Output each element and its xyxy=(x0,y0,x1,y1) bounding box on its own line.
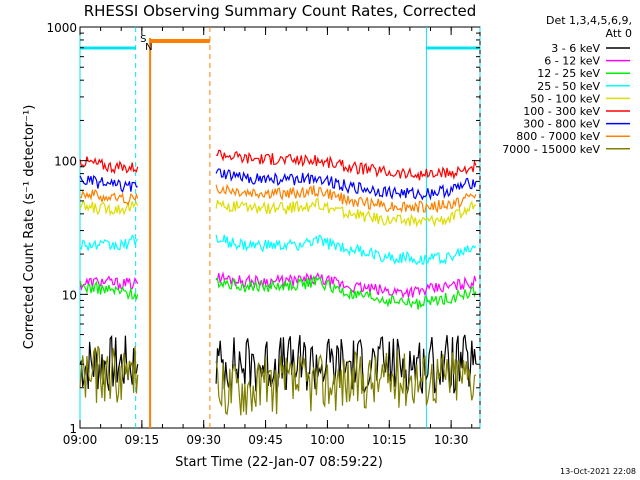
series-line xyxy=(79,280,139,301)
timestamp-label: 13-Oct-2021 22:08 xyxy=(560,467,636,476)
series-line xyxy=(215,234,477,266)
series-line xyxy=(215,183,477,214)
x-axis-label: Start Time (22-Jan-07 08:59:22) xyxy=(175,455,383,470)
legend-header: Det 1,3,4,5,6,9, xyxy=(546,14,632,27)
legend-entry-label: 25 - 50 keV xyxy=(537,80,600,93)
legend-entry-label: 800 - 7000 keV xyxy=(516,130,600,143)
series-line xyxy=(79,334,139,391)
series-line xyxy=(79,234,139,251)
flag-layer: SN xyxy=(79,27,481,428)
series-line xyxy=(215,197,477,228)
series-line xyxy=(79,345,139,403)
series-line xyxy=(79,174,138,193)
x-tick-label: 10:30 xyxy=(434,433,469,447)
series-line xyxy=(216,149,477,181)
legend-entry-label: 12 - 25 keV xyxy=(537,67,600,80)
axis-layer: 09:00 09:15 09:30 09:45 10:00 10:15 10:30 1 10 10… xyxy=(46,21,480,447)
legend-entry-label: 7000 - 15000 keV xyxy=(502,143,600,156)
series-line xyxy=(79,188,139,206)
y-tick-label: 1000 xyxy=(46,21,77,35)
y-tick-label: 10 xyxy=(62,288,77,302)
legend-entry-label: 300 - 800 keV xyxy=(523,118,600,131)
x-tick-label: 09:45 xyxy=(248,433,283,447)
series-line xyxy=(215,168,477,201)
y-axis-label: Corrected Count Rate (s⁻¹ detector⁻¹) xyxy=(22,105,37,350)
y-tick-label: 100 xyxy=(54,155,77,169)
legend-entry-label: 100 - 300 keV xyxy=(523,105,600,118)
series-line xyxy=(215,350,477,416)
x-tick-label: 10:00 xyxy=(310,433,345,447)
saa-marker: S xyxy=(140,34,146,45)
x-tick-label: 09:30 xyxy=(186,433,221,447)
series-line xyxy=(79,275,139,291)
night-marker: N xyxy=(145,42,152,53)
legend-entry-label: 50 - 100 keV xyxy=(530,92,600,105)
x-tick-label: 09:15 xyxy=(125,433,160,447)
legend-entry-label: 3 - 6 keV xyxy=(551,42,600,55)
x-tick-label: 10:15 xyxy=(372,433,407,447)
series-line xyxy=(215,334,477,394)
legend-entry-label: 6 - 12 keV xyxy=(544,55,600,68)
series-line xyxy=(215,274,477,310)
x-tick-label: 09:00 xyxy=(63,433,98,447)
series-line xyxy=(79,156,139,175)
chart-title: RHESSI Observing Summary Count Rates, Co… xyxy=(84,2,477,20)
legend-header: Att 0 xyxy=(606,27,632,40)
series-layer xyxy=(79,149,477,416)
y-tick-label: 1 xyxy=(69,422,77,436)
